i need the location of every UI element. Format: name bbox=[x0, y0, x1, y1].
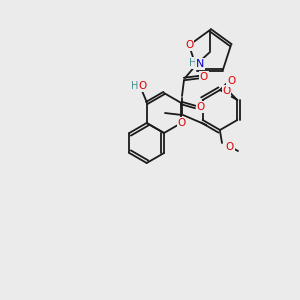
Text: O: O bbox=[185, 40, 193, 50]
Text: H: H bbox=[131, 81, 138, 91]
Text: O: O bbox=[177, 118, 185, 128]
Text: O: O bbox=[222, 86, 230, 96]
Text: O: O bbox=[139, 81, 147, 91]
Text: O: O bbox=[200, 72, 208, 82]
Text: O: O bbox=[196, 102, 204, 112]
Text: H: H bbox=[189, 58, 197, 68]
Text: N: N bbox=[196, 59, 204, 69]
Text: O: O bbox=[226, 142, 234, 152]
Text: O: O bbox=[227, 76, 235, 86]
